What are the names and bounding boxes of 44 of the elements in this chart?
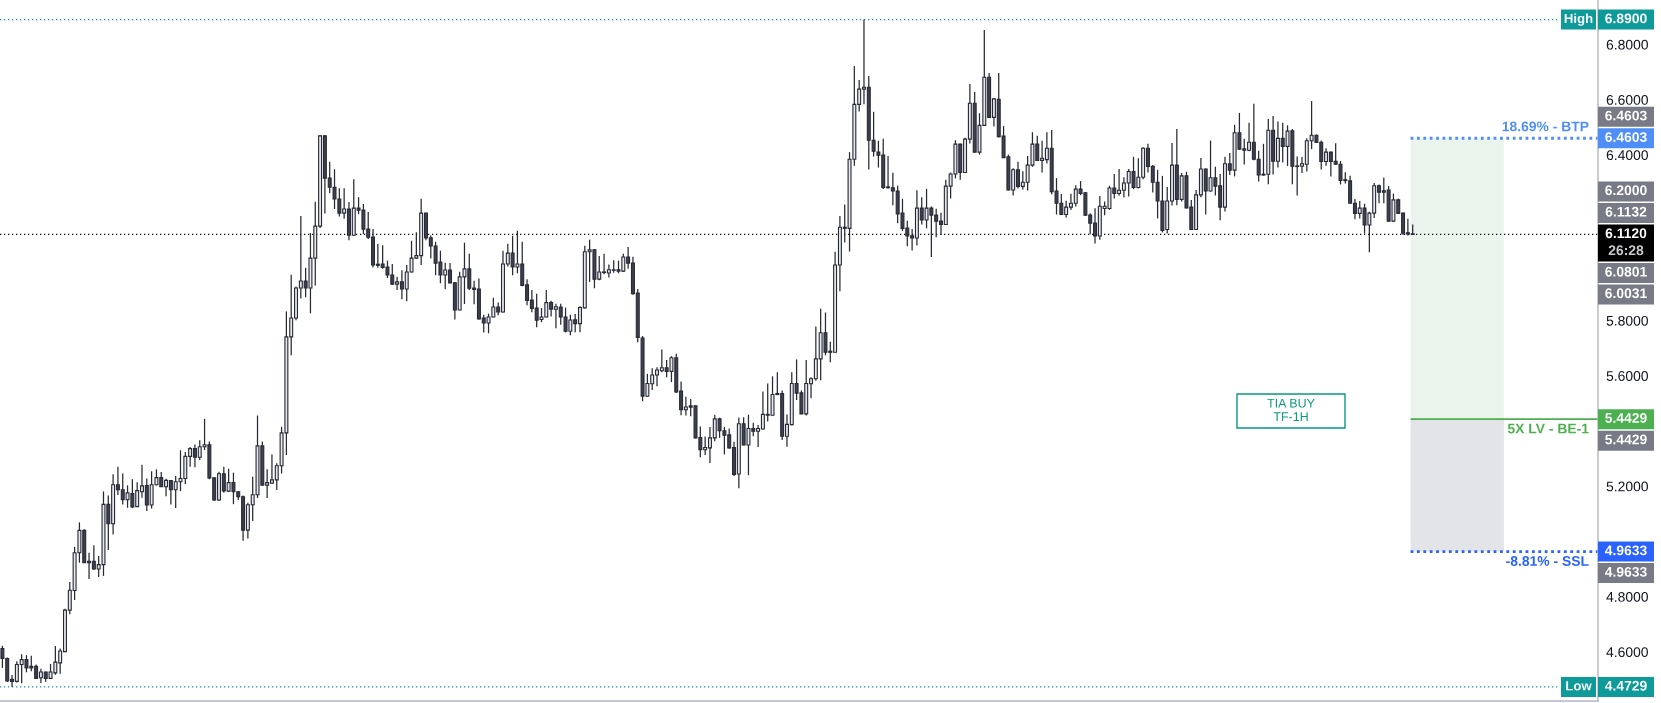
candlestick xyxy=(178,449,183,492)
candlestick xyxy=(563,306,568,334)
text: 6.0031 xyxy=(1605,288,1647,299)
candlestick xyxy=(770,375,775,417)
ref-line-label: -8.81% - SSL xyxy=(1506,556,1589,566)
annotation: TIA BUY TF-1H xyxy=(1267,398,1315,421)
text: 5.4429 xyxy=(1605,434,1647,445)
text: 6.4603 xyxy=(1605,132,1647,142)
candlestick xyxy=(125,484,130,509)
y-tick-label: 4.6000 xyxy=(1606,647,1648,658)
text: 6.2000 xyxy=(1605,185,1647,196)
y-tick-label: 6.8000 xyxy=(1606,39,1648,50)
candlestick xyxy=(924,188,929,229)
candlestick xyxy=(1362,203,1367,235)
y-tick-label: 5.8000 xyxy=(1606,315,1648,326)
candlestick xyxy=(1131,156,1136,190)
ref-line-label: 5X LV - BE-1 xyxy=(1507,423,1589,434)
candlestick xyxy=(823,311,828,356)
text: 4.9633 xyxy=(1604,545,1647,556)
ref-line-label: High xyxy=(1564,13,1593,26)
text: 6.4603 xyxy=(1605,110,1647,121)
candlestick xyxy=(746,414,751,476)
candlestick xyxy=(332,168,337,210)
y-tick-label: 5.2000 xyxy=(1606,481,1648,492)
text: 6.8900 xyxy=(1605,13,1647,24)
ref-line-label: 18.69% - BTP xyxy=(1502,121,1589,132)
ref-line-label: Low xyxy=(1566,681,1592,691)
text: 6.0801 xyxy=(1605,266,1647,277)
y-tick-label: 6.6000 xyxy=(1606,95,1648,105)
text: 6.1132 xyxy=(1605,206,1647,217)
y-tick-label: 6.4000 xyxy=(1606,150,1648,161)
candlestick xyxy=(1107,185,1112,211)
candlestick xyxy=(1208,139,1213,193)
text: 5.4429 xyxy=(1605,413,1647,423)
candlestick xyxy=(1338,160,1343,186)
y-tick-label: 5.6000 xyxy=(1606,371,1648,381)
candlestick xyxy=(231,472,236,505)
y-tick-label: 4.8000 xyxy=(1606,591,1648,602)
text: 4.4729 xyxy=(1604,680,1647,691)
text: 6.1120 xyxy=(1605,228,1647,239)
candlestick xyxy=(1391,192,1396,223)
candlestick xyxy=(1285,124,1290,167)
text: 26:28 xyxy=(1608,245,1644,256)
text: 4.9633 xyxy=(1604,566,1647,577)
